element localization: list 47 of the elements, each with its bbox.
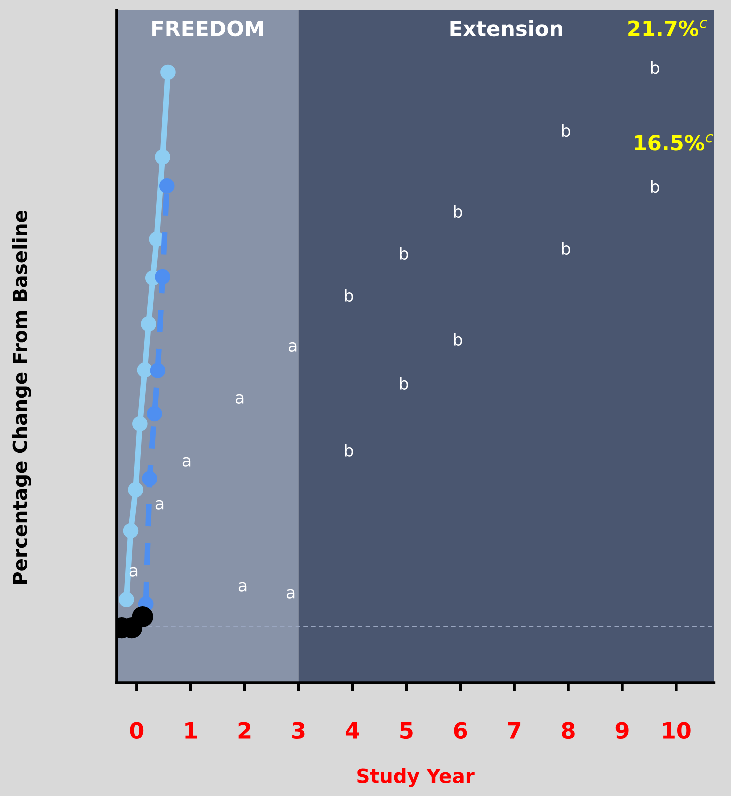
annotation: 16.5%$^{c}$ bbox=[635, 134, 714, 151]
band-label: Extension bbox=[450, 20, 562, 37]
point bbox=[132, 606, 154, 628]
annotation: a bbox=[286, 589, 295, 599]
point bbox=[123, 523, 139, 539]
annotation: a bbox=[182, 457, 191, 467]
annotation: a bbox=[236, 394, 244, 404]
x-tick-label: 1 bbox=[186, 722, 198, 739]
point bbox=[142, 471, 158, 487]
x-tick-label: 5 bbox=[400, 722, 413, 740]
x-tick-label: 2 bbox=[238, 722, 251, 739]
y-axis-title: Percentage Change From Baseline bbox=[12, 210, 32, 584]
x-tick-label: 0 bbox=[130, 722, 144, 740]
annotation: b bbox=[562, 242, 571, 256]
point bbox=[160, 64, 176, 80]
annotation: b bbox=[345, 289, 354, 302]
point bbox=[155, 150, 170, 165]
point bbox=[159, 178, 175, 194]
annotation: b bbox=[454, 333, 462, 346]
annotation: b bbox=[400, 377, 408, 390]
x-tick-label: 10 bbox=[663, 722, 691, 740]
point bbox=[137, 362, 153, 378]
annotation: b bbox=[454, 205, 462, 218]
point bbox=[147, 406, 162, 422]
annotation: b bbox=[400, 247, 408, 260]
annotation: a bbox=[156, 500, 164, 510]
annotation: b bbox=[562, 124, 571, 138]
point bbox=[128, 482, 144, 498]
annotation: a bbox=[288, 342, 297, 352]
x-tick-label: 6 bbox=[454, 722, 468, 740]
point bbox=[141, 316, 156, 332]
band-label: FREEDOM bbox=[152, 20, 264, 37]
x-tick-label: 8 bbox=[562, 722, 575, 740]
x-tick-label: 4 bbox=[346, 722, 360, 739]
point bbox=[150, 363, 166, 378]
annotation: b bbox=[651, 61, 660, 74]
text: 21.7%$^{c}$ bbox=[628, 20, 708, 36]
x-axis-title: Study Year bbox=[358, 768, 475, 788]
x-tick-label: 9 bbox=[616, 722, 629, 740]
annotation: b bbox=[345, 444, 354, 457]
annotation: b bbox=[651, 180, 660, 194]
point bbox=[132, 416, 148, 432]
point bbox=[155, 269, 170, 285]
annotation: a bbox=[238, 582, 247, 592]
x-tick-label: 3 bbox=[292, 722, 305, 740]
point bbox=[119, 592, 134, 608]
x-tick-label: 7 bbox=[508, 722, 521, 739]
